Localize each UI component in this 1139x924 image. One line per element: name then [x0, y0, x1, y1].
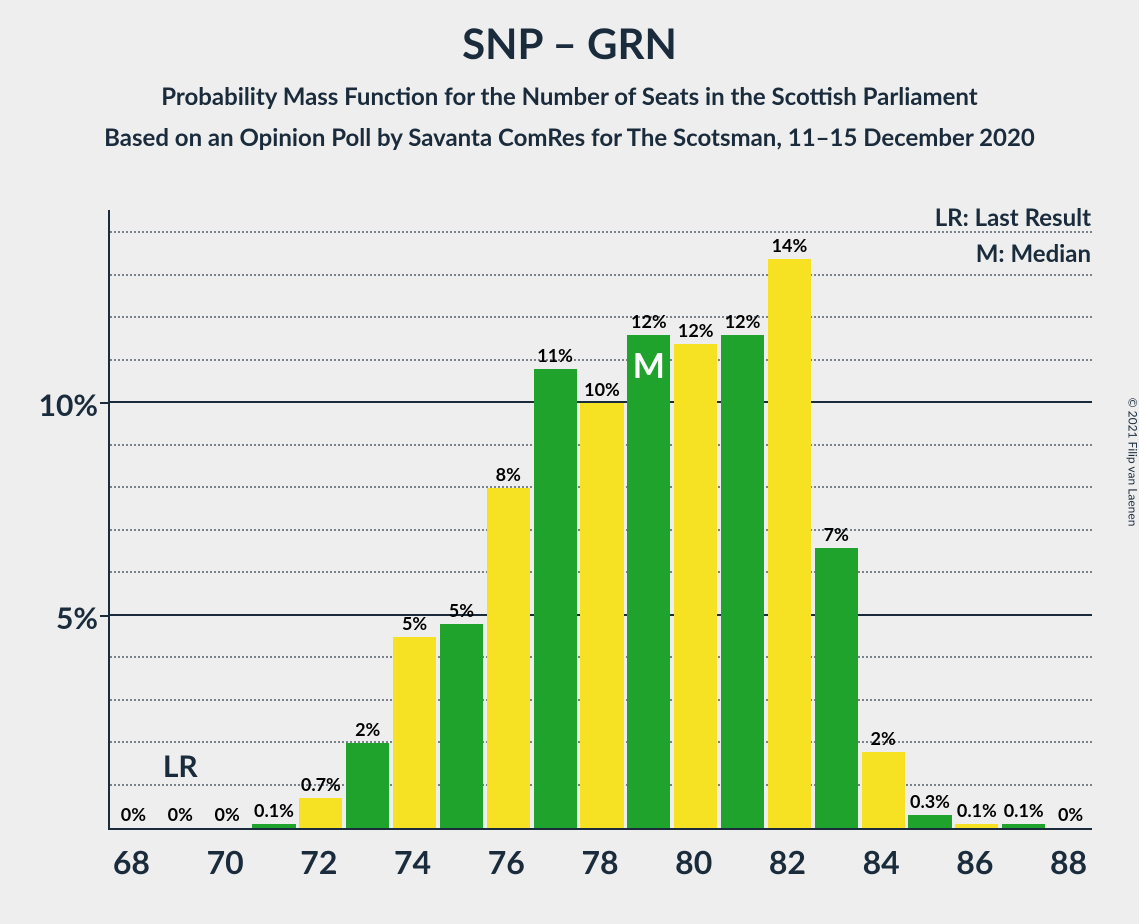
- bar-value-label: 5%: [449, 599, 474, 624]
- bar-group: 0%0%0%0.1%0.7%2%5%5%8%11%10%12%M12%12%14…: [110, 208, 1094, 828]
- bar: 14%: [768, 259, 811, 828]
- y-axis-labels: 5% 10%: [10, 210, 98, 830]
- bar-value-label: 7%: [824, 523, 849, 548]
- x-axis-label: 76: [488, 842, 525, 881]
- bar: 10%: [580, 403, 623, 828]
- bar: 0.1%: [1002, 824, 1045, 828]
- bar-value-label: 0%: [168, 803, 193, 828]
- bar-value-label: 0.3%: [910, 790, 950, 815]
- x-axis-label: 80: [675, 842, 712, 881]
- x-axis-label: 72: [300, 842, 337, 881]
- bar-value-label: 12%: [725, 310, 761, 335]
- plot-area: 0%0%0%0.1%0.7%2%5%5%8%11%10%12%M12%12%14…: [108, 210, 1092, 830]
- chart-title: SNP – GRN: [0, 18, 1139, 68]
- x-axis-label: 70: [207, 842, 244, 881]
- bar: 2%: [346, 743, 389, 828]
- bar: 0.1%: [955, 824, 998, 828]
- bar-value-label: 8%: [496, 463, 521, 488]
- bar: 12%: [674, 344, 717, 828]
- x-axis-label: 86: [956, 842, 993, 881]
- x-axis-label: 78: [581, 842, 618, 881]
- chart-subtitle-2: Based on an Opinion Poll by Savanta ComR…: [0, 123, 1139, 152]
- median-marker: M: [633, 345, 665, 386]
- bar: 5%: [440, 624, 483, 828]
- y-axis-tick: [100, 402, 110, 404]
- bar-value-label: 12%: [678, 319, 714, 344]
- bar: 12%: [721, 335, 764, 828]
- bar-value-label: 10%: [584, 378, 620, 403]
- bar-value-label: 11%: [537, 344, 573, 369]
- copyright-text: © 2021 Filip van Laenen: [1126, 333, 1139, 462]
- x-axis-label: 74: [394, 842, 431, 881]
- bar: 11%: [534, 369, 577, 828]
- x-axis-label: 84: [863, 842, 900, 881]
- bar-value-label: 0.7%: [301, 773, 341, 798]
- x-axis-label: 88: [1050, 842, 1087, 881]
- bar: 0.3%: [908, 815, 951, 828]
- lr-marker: LR: [163, 748, 198, 784]
- bar-value-label: 14%: [772, 234, 808, 259]
- bar-value-label: 0.1%: [254, 799, 294, 824]
- bar-value-label: 0%: [121, 803, 146, 828]
- x-axis-label: 68: [113, 842, 150, 881]
- bar-value-label: 5%: [402, 612, 427, 637]
- bar-value-label: 12%: [631, 310, 667, 335]
- bar-value-label: 0.1%: [957, 799, 997, 824]
- bar: 5%: [393, 637, 436, 828]
- bar-value-label: 0%: [215, 803, 240, 828]
- bar: 7%: [815, 548, 858, 828]
- bar: 2%: [862, 752, 905, 828]
- chart-subtitle-1: Probability Mass Function for the Number…: [0, 82, 1139, 111]
- y-axis-label: 5%: [56, 600, 98, 636]
- y-axis-label: 10%: [39, 387, 98, 423]
- bar: 8%: [487, 488, 530, 828]
- bar: 0.1%: [252, 824, 295, 828]
- bar-value-label: 2%: [871, 727, 896, 752]
- y-axis-tick: [100, 615, 110, 617]
- chart-header: SNP – GRN Probability Mass Function for …: [0, 0, 1139, 152]
- bar-value-label: 0.1%: [1004, 799, 1044, 824]
- pmf-bar-chart: 0%0%0%0.1%0.7%2%5%5%8%11%10%12%M12%12%14…: [108, 210, 1092, 830]
- bar-value-label: 0%: [1058, 803, 1083, 828]
- bar-value-label: 2%: [355, 718, 380, 743]
- x-axis-label: 82: [769, 842, 806, 881]
- bar: 0.7%: [299, 798, 342, 828]
- bar: 12%M: [627, 335, 670, 828]
